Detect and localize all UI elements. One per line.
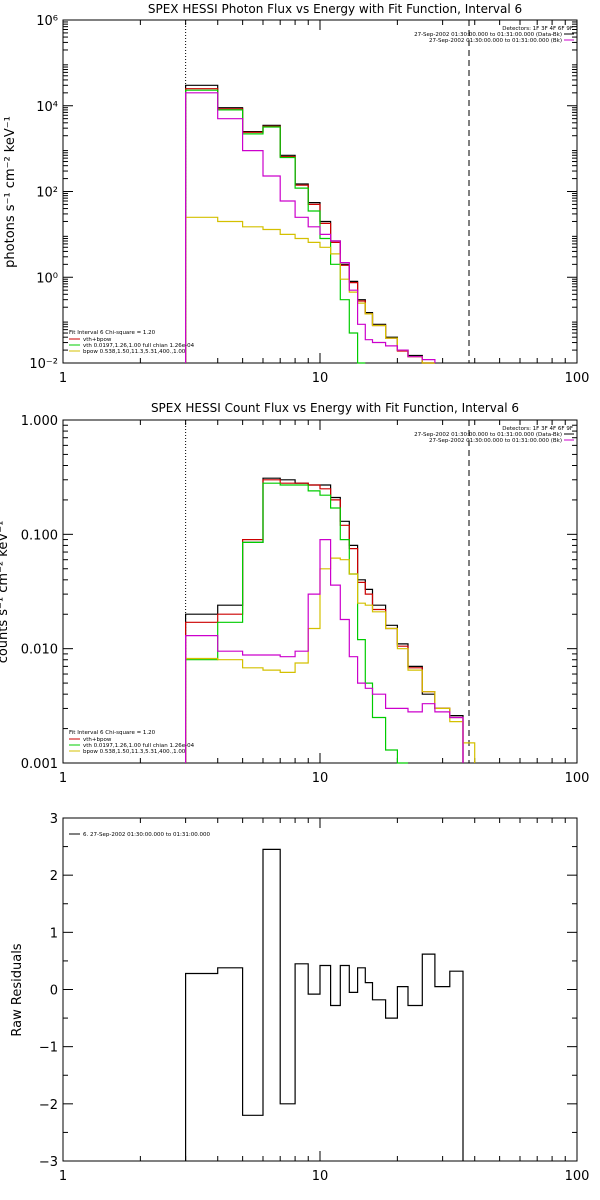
residuals-y-axis-label: Raw Residuals: [10, 943, 25, 1036]
photon-series-line: [185, 84, 435, 364]
residuals-y-tick-label: 0: [50, 984, 58, 999]
count-legend-bk: 27-Sep-2002 01:30:00.000 to 01:31:00.000…: [429, 438, 562, 444]
count-flux-panel: SPEX HESSI Count Flux vs Energy with Fit…: [0, 401, 589, 786]
photon-legend-powerlaw: bpow 0.538,1.50,11.3,5.31,400.,1.00: [83, 349, 186, 355]
residuals-y-tick-label: 2: [50, 869, 58, 884]
photon-y-tick-label: 10⁰: [36, 271, 58, 286]
residuals-x-tick-labels: 1 10 100: [59, 1169, 590, 1184]
residuals-series-line: [185, 848, 464, 1161]
count-y-tick-label: 0.010: [21, 643, 58, 658]
count-x-tick-label: 100: [565, 771, 590, 786]
count-x-tick-labels: 1 10 100: [59, 771, 590, 786]
count-chart-title: SPEX HESSI Count Flux vs Energy with Fit…: [151, 401, 519, 415]
photon-axis-ticks: [62, 19, 578, 364]
photon-x-tick-label: 1: [59, 371, 67, 386]
count-legend-top: Detectors: 1F 3F 4F 6F 9F 27-Sep-2002 01…: [414, 426, 574, 444]
photon-plot-frame: [62, 19, 578, 364]
photon-y-tick-label: 10⁴: [36, 100, 58, 115]
photon-x-tick-label: 100: [565, 371, 590, 386]
count-x-tick-label: 1: [59, 771, 67, 786]
photon-legend-bk: 27-Sep-2002 01:30:00.000 to 01:31:00.000…: [429, 38, 562, 44]
count-series-line: [185, 539, 464, 763]
residuals-legend-text: 6. 27-Sep-2002 01:30:00.000 to 01:31:00.…: [83, 832, 210, 838]
count-axis-ticks: [62, 419, 578, 764]
residuals-series: [185, 848, 464, 1161]
residuals-y-tick-label: 3: [50, 812, 58, 827]
count-range-markers: [185, 420, 470, 763]
photon-legend-top: Detectors: 1F 3F 4F 6F 9F 27-Sep-2002 01…: [414, 26, 574, 44]
residuals-x-tick-label: 10: [312, 1169, 329, 1184]
photon-legend-thermal: vth 0.0197,1.26,1.00 full chian 1.26e-04: [83, 343, 195, 349]
photon-y-axis-label: photons s⁻¹ cm⁻² keV⁻¹: [3, 116, 18, 268]
count-series-line: [185, 477, 464, 763]
count-legend-fit-interval: Fit Interval 6 Chi-square = 1.20: [69, 730, 156, 736]
count-y-tick-label: 0.100: [21, 528, 58, 543]
photon-series: [185, 84, 436, 364]
residuals-y-tick-labels: −3 −2 −1 0 1 2 3: [39, 812, 58, 1170]
photon-series-line: [185, 216, 435, 364]
photon-legend-fit-interval: Fit Interval 6 Chi-square = 1.20: [69, 330, 156, 336]
residuals-panel: Raw Residuals 1 10 100 −3 −2 −1 0 1 2 3 6. 27-Se…: [10, 812, 589, 1184]
residuals-y-tick-label: −2: [39, 1098, 58, 1113]
count-y-tick-label: 0.001: [21, 757, 58, 772]
photon-y-tick-label: 10⁶: [36, 14, 58, 29]
photon-legend-detectors: Detectors: 1F 3F 4F 6F 9F: [502, 26, 573, 32]
count-legend-detectors: Detectors: 1F 3F 4F 6F 9F: [502, 426, 573, 432]
photon-legend-data-bk: 27-Sep-2002 01:30:00.000 to 01:31:00.000…: [414, 32, 562, 38]
count-y-axis-label: counts s⁻¹ cm⁻² keV⁻¹: [0, 521, 11, 664]
count-series-line: [185, 479, 464, 763]
residuals-axis-ticks: [62, 817, 578, 1162]
count-x-tick-label: 10: [312, 771, 329, 786]
photon-legend-total: vth+bpow: [83, 337, 112, 343]
photon-chart-title: SPEX HESSI Photon Flux vs Energy with Fi…: [148, 2, 522, 16]
photon-series-line: [185, 88, 435, 364]
residuals-y-tick-label: −1: [39, 1041, 58, 1056]
residuals-legend: 6. 27-Sep-2002 01:30:00.000 to 01:31:00.…: [69, 832, 210, 838]
count-series: [185, 477, 476, 764]
photon-y-tick-label: 10²: [36, 186, 58, 201]
count-y-tick-labels: 0.001 0.010 0.100 1.000: [21, 414, 58, 772]
photon-y-tick-label: 10⁻²: [29, 357, 58, 372]
photon-range-markers: [185, 20, 470, 363]
count-y-tick-label: 1.000: [21, 414, 58, 429]
count-legend-total: vth+bpow: [83, 737, 112, 743]
photon-series-line: [185, 92, 436, 363]
residuals-y-tick-label: −3: [39, 1155, 58, 1170]
count-legend-thermal: vth 0.0197,1.26,1.00 full chian 1.26e-04: [83, 743, 195, 749]
residuals-x-tick-label: 100: [565, 1169, 590, 1184]
count-series-line: [185, 482, 408, 764]
photon-legend-bottom: Fit Interval 6 Chi-square = 1.20 vth+bpo…: [69, 330, 195, 355]
photon-x-tick-labels: 1 10 100: [59, 371, 590, 386]
photon-flux-panel: SPEX HESSI Photon Flux vs Energy with Fi…: [3, 2, 589, 386]
count-legend-data-bk: 27-Sep-2002 01:30:00.000 to 01:31:00.000…: [414, 432, 562, 438]
count-legend-bottom: Fit Interval 6 Chi-square = 1.20 vth+bpo…: [69, 730, 195, 755]
count-legend-powerlaw: bpow 0.538,1.50,11.3,5.31,400.,1.00: [83, 749, 186, 755]
photon-series-line: [185, 89, 366, 364]
count-series-line: [185, 557, 476, 763]
residuals-x-tick-label: 1: [59, 1169, 67, 1184]
photon-y-tick-labels: 10⁻² 10⁰ 10² 10⁴ 10⁶: [29, 14, 58, 372]
photon-x-tick-label: 10: [312, 371, 329, 386]
residuals-y-tick-label: 1: [50, 926, 58, 941]
